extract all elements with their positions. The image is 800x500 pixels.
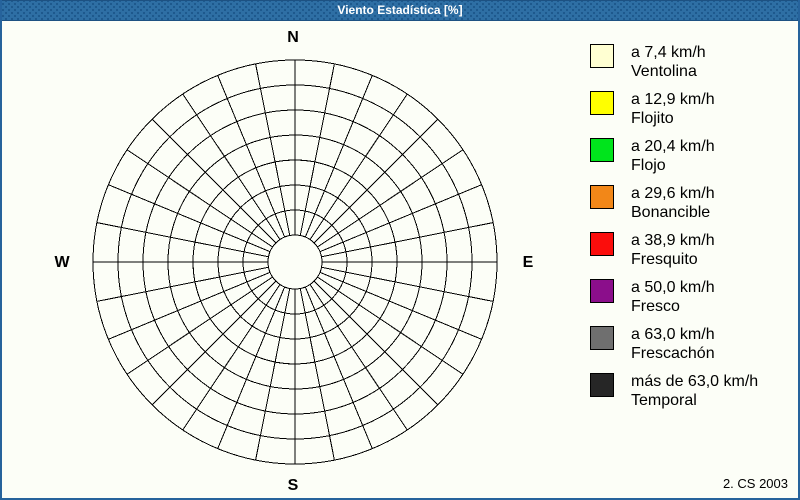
legend-speed-label: a 38,9 km/h [631, 232, 715, 249]
legend-color-swatch [590, 373, 614, 397]
legend-speed-label: a 50,0 km/h [631, 279, 715, 296]
legend-category-name: Bonancible [631, 204, 711, 221]
legend-color-swatch [590, 185, 614, 209]
legend-speed-label: más de 63,0 km/h [631, 373, 759, 390]
legend-item: a 7,4 km/h Ventolina [590, 43, 790, 90]
legend-category-name: Fresquito [631, 251, 698, 268]
legend-color-swatch [590, 138, 614, 162]
legend-item: a 50,0 km/h Fresco [590, 278, 790, 325]
legend-speed-label: a 20,4 km/h [631, 138, 715, 155]
legend-color-swatch [590, 326, 614, 350]
legend-color-swatch [590, 232, 614, 256]
legend-speed-label: a 63,0 km/h [631, 326, 715, 343]
window-title: Viento Estadística [%] [337, 3, 463, 17]
legend-category-name: Ventolina [631, 63, 697, 80]
legend-speed-label: a 7,4 km/h [631, 44, 706, 61]
footer-credit: 2. CS 2003 [722, 476, 788, 491]
legend-item: más de 63,0 km/h Temporal [590, 372, 790, 419]
legend-item: a 20,4 km/h Flojo [590, 137, 790, 184]
legend-item: a 29,6 km/h Bonancible [590, 184, 790, 231]
compass-label-west: W [54, 254, 70, 271]
legend-category-name: Temporal [631, 392, 697, 409]
legend-speed-label: a 29,6 km/h [631, 185, 715, 202]
legend-category-name: Flojo [631, 157, 666, 174]
legend-color-swatch [590, 91, 614, 115]
legend-color-swatch [590, 279, 614, 303]
compass-label-south: S [287, 477, 299, 494]
legend-category-name: Flojito [631, 110, 674, 127]
legend-item: a 12,9 km/h Flojito [590, 90, 790, 137]
legend-speed-label: a 12,9 km/h [631, 91, 715, 108]
legend-color-swatch [590, 44, 614, 68]
legend: a 7,4 km/h Ventolina a 12,9 km/h Flojito… [590, 43, 790, 419]
title-bar: Viento Estadística [%] [2, 0, 798, 21]
compass-label-east: E [522, 254, 534, 271]
legend-category-name: Frescachón [631, 345, 715, 362]
legend-category-name: Fresco [631, 298, 680, 315]
legend-item: a 63,0 km/h Frescachón [590, 325, 790, 372]
legend-item: a 38,9 km/h Fresquito [590, 231, 790, 278]
compass-label-north: N [287, 29, 299, 46]
